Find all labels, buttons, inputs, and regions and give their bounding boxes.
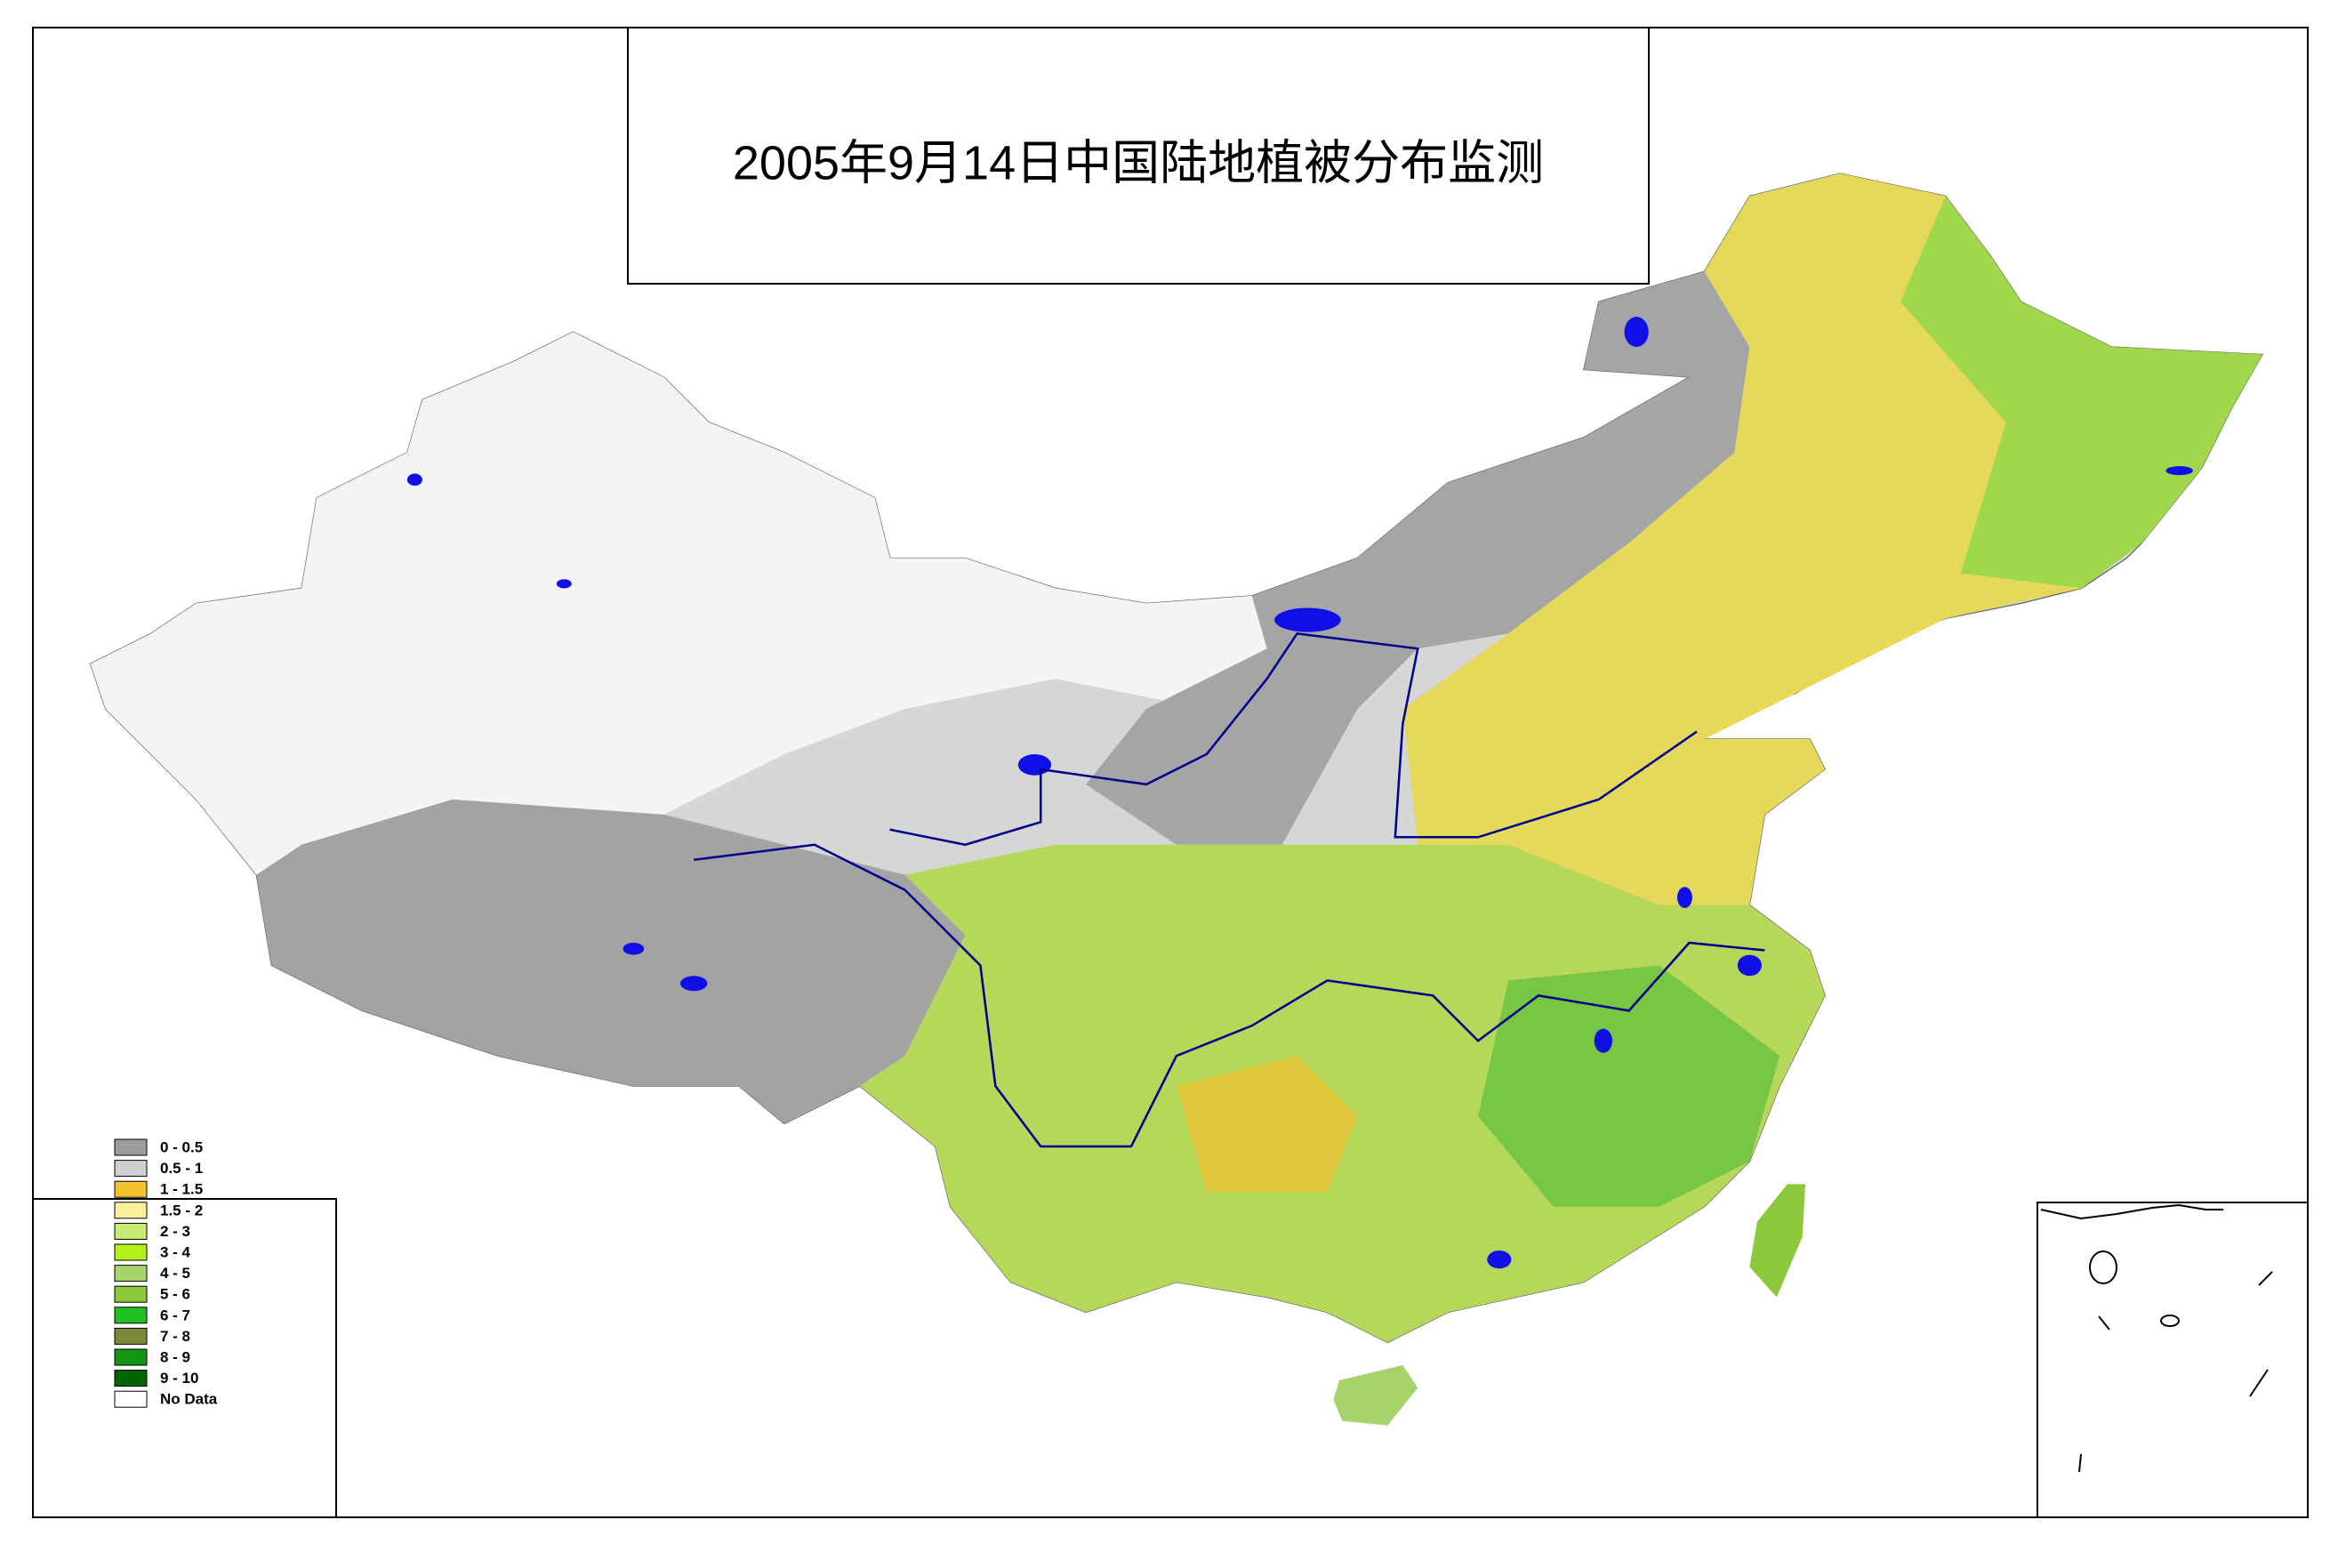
inset-line [2249,1369,2269,1397]
lake [2165,466,2193,476]
inset-island [2160,1315,2180,1327]
legend-label: 2 - 3 [160,1223,190,1240]
inset-map [2040,1203,2273,1473]
southeast-forest [1478,965,1780,1207]
inset-box [2037,1202,2309,1518]
lake [406,473,422,486]
legend: 0 - 0.5 0.5 - 1 1 - 1.5 1.5 - 2 2 - 3 3 - 4 4 … [114,1138,218,1408]
legend-swatch [114,1307,148,1324]
lake [556,579,572,589]
inset-island [2089,1250,2117,1284]
legend-swatch [114,1202,148,1219]
lake [1017,754,1052,776]
lake [623,943,645,955]
legend-swatch [114,1327,148,1345]
lake [1274,607,1341,632]
taiwan [1749,1184,1806,1298]
legend-swatch [114,1348,148,1366]
rivers [694,631,1765,1148]
yangtze-river [694,843,1765,1148]
south-region [859,844,1826,1343]
legend-swatch [114,1390,148,1408]
tibet-region [256,799,966,1124]
north-region [1086,271,1750,845]
legend-label: 0.5 - 1 [160,1160,203,1177]
legend-label: 8 - 9 [160,1348,190,1365]
lake [1737,954,1762,977]
legend-box-lower [32,1198,337,1518]
legend-label: No Data [160,1391,218,1408]
inset-line [2098,1315,2110,1331]
legend-swatch [114,1138,148,1156]
sichuan-basin [1176,1056,1358,1192]
lake [679,976,708,992]
title-box [627,27,1650,285]
northeast-forest [1900,196,2263,589]
legend-label: 6 - 7 [160,1307,190,1323]
map-title: 2005年9月14日中国陆地植被分布监测 [733,136,1544,189]
legend-swatch [114,1285,148,1303]
legend-swatch [114,1222,148,1240]
legend-swatch [114,1243,148,1261]
legend-label: 4 - 5 [160,1265,190,1282]
inset-line [2078,1453,2082,1473]
legend-label: 1 - 1.5 [160,1181,203,1198]
inset-coast [2040,1203,2223,1220]
lakes [406,317,2193,1269]
lake [1624,317,1649,348]
yellow-river [889,631,1698,847]
legend-label: 1.5 - 2 [160,1202,203,1218]
legend-swatch [114,1180,148,1198]
legend-swatch [114,1265,148,1283]
legend-swatch [114,1370,148,1387]
lake [1676,887,1692,908]
inset-line [2258,1271,2273,1286]
legend-swatch [114,1160,148,1178]
lake [1487,1250,1512,1269]
legend-label: 7 - 8 [160,1328,190,1345]
legend-label: 0 - 0.5 [160,1138,203,1155]
legend-label: 3 - 4 [160,1243,191,1260]
legend-label: 9 - 10 [160,1370,198,1387]
china-map [89,173,2264,1426]
xinjiang-region [90,332,1282,875]
hainan [1333,1364,1418,1426]
legend-label: 5 - 6 [160,1286,190,1303]
lake [1594,1028,1613,1053]
